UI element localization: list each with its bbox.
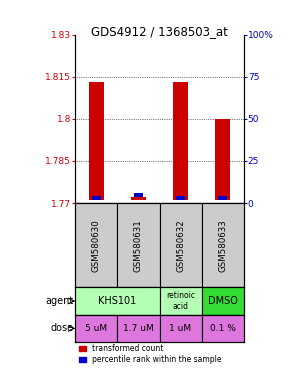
Bar	[173, 82, 188, 200]
Text: GSM580631: GSM580631	[134, 219, 143, 271]
Bar	[176, 196, 185, 200]
Text: KHS101: KHS101	[98, 296, 137, 306]
Bar	[202, 287, 244, 315]
Bar	[131, 197, 146, 200]
Bar	[75, 203, 117, 287]
Text: GDS4912 / 1368503_at: GDS4912 / 1368503_at	[91, 25, 228, 38]
Text: DMSO: DMSO	[208, 296, 238, 306]
Bar	[202, 203, 244, 287]
Legend: transformed count, percentile rank within the sample: transformed count, percentile rank withi…	[79, 344, 222, 364]
Text: 5 uM: 5 uM	[85, 324, 108, 333]
Bar	[117, 315, 160, 342]
Bar	[75, 315, 117, 342]
Text: dose: dose	[50, 323, 73, 333]
Bar	[134, 193, 143, 197]
Text: GSM580633: GSM580633	[218, 219, 227, 271]
Bar	[117, 203, 160, 287]
Text: agent: agent	[45, 296, 73, 306]
Text: 0.1 %: 0.1 %	[210, 324, 235, 333]
Text: 1.7 uM: 1.7 uM	[123, 324, 154, 333]
Bar	[218, 196, 227, 200]
Bar	[92, 196, 101, 200]
Text: GSM580630: GSM580630	[92, 219, 101, 271]
Bar	[75, 287, 160, 315]
Bar	[160, 287, 202, 315]
Bar	[160, 203, 202, 287]
Bar	[202, 315, 244, 342]
Text: retinoic
acid: retinoic acid	[166, 291, 195, 311]
Bar	[160, 315, 202, 342]
Bar	[89, 82, 104, 200]
Bar	[215, 119, 230, 200]
Text: 1 uM: 1 uM	[169, 324, 192, 333]
Text: GSM580632: GSM580632	[176, 219, 185, 271]
